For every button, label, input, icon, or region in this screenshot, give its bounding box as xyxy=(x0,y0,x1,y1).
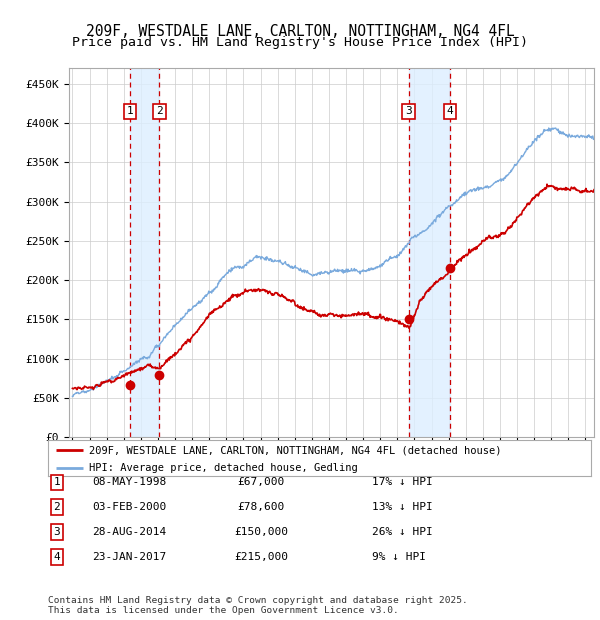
Text: HPI: Average price, detached house, Gedling: HPI: Average price, detached house, Gedl… xyxy=(89,463,358,473)
Text: £67,000: £67,000 xyxy=(238,477,284,487)
Text: 26% ↓ HPI: 26% ↓ HPI xyxy=(372,527,433,537)
Text: Price paid vs. HM Land Registry's House Price Index (HPI): Price paid vs. HM Land Registry's House … xyxy=(72,36,528,49)
Text: 9% ↓ HPI: 9% ↓ HPI xyxy=(372,552,426,562)
Bar xyxy=(409,68,450,437)
Text: 2: 2 xyxy=(53,502,61,512)
Bar xyxy=(130,68,160,437)
Text: 08-MAY-1998: 08-MAY-1998 xyxy=(92,477,166,487)
Text: 1: 1 xyxy=(53,477,61,487)
Text: 2: 2 xyxy=(156,107,163,117)
Text: 1: 1 xyxy=(127,107,133,117)
Text: £215,000: £215,000 xyxy=(234,552,288,562)
Text: Contains HM Land Registry data © Crown copyright and database right 2025.
This d: Contains HM Land Registry data © Crown c… xyxy=(48,596,468,615)
Text: 23-JAN-2017: 23-JAN-2017 xyxy=(92,552,166,562)
Text: 3: 3 xyxy=(53,527,61,537)
Text: 03-FEB-2000: 03-FEB-2000 xyxy=(92,502,166,512)
Text: 3: 3 xyxy=(405,107,412,117)
Text: £78,600: £78,600 xyxy=(238,502,284,512)
Text: 13% ↓ HPI: 13% ↓ HPI xyxy=(372,502,433,512)
Text: 17% ↓ HPI: 17% ↓ HPI xyxy=(372,477,433,487)
Text: £150,000: £150,000 xyxy=(234,527,288,537)
Text: 4: 4 xyxy=(53,552,61,562)
Text: 209F, WESTDALE LANE, CARLTON, NOTTINGHAM, NG4 4FL (detached house): 209F, WESTDALE LANE, CARLTON, NOTTINGHAM… xyxy=(89,445,501,455)
Text: 4: 4 xyxy=(446,107,453,117)
Text: 209F, WESTDALE LANE, CARLTON, NOTTINGHAM, NG4 4FL: 209F, WESTDALE LANE, CARLTON, NOTTINGHAM… xyxy=(86,24,514,38)
Text: 28-AUG-2014: 28-AUG-2014 xyxy=(92,527,166,537)
